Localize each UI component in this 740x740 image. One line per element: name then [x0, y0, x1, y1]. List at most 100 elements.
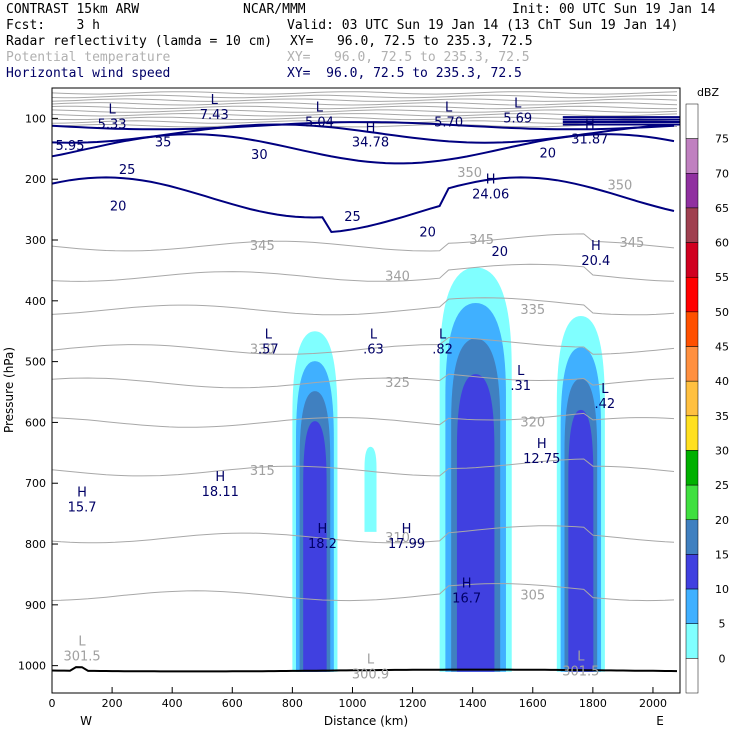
extrema-value-22: 301.5 [562, 665, 599, 680]
theta-contour-325 [51, 373, 675, 389]
colorbar-swatch-16 [685, 658, 699, 694]
x-tick-label-200: 200 [102, 697, 123, 710]
colorbar-level-75: 75 [715, 133, 729, 146]
extrema-letter-16: H [318, 522, 328, 537]
extrema-letter-5: H [585, 118, 595, 133]
extrema-value-19: 16.7 [452, 592, 481, 607]
colorbar-level-60: 60 [715, 237, 729, 250]
extrema-value-7: 24.06 [472, 187, 509, 202]
colorbar-level-15: 15 [715, 548, 729, 561]
colorbar-swatch-15 [685, 623, 699, 659]
contour-label-theta-9: 350 [457, 166, 482, 181]
theta-label-310: 310 [385, 531, 410, 546]
colorbar-title: dBZ [697, 86, 720, 99]
extrema-letter-2: L [316, 101, 324, 116]
colorbar-swatch-3 [685, 207, 699, 243]
colorbar-swatch-12 [685, 519, 699, 555]
contour-label-wind-5: 25 [344, 210, 361, 225]
theta-contour-layer: 345 340 335 330 325 320 315 310 305 [51, 91, 678, 604]
init-time: Init: 00 UTC Sun 19 Jan 14 [512, 2, 716, 17]
contour-label-theta-12: 345 [620, 236, 645, 251]
reflectivity-cell-1-5dbz [364, 446, 377, 532]
contour-label-wind-6: 20 [419, 226, 436, 241]
theta-label-340: 340 [385, 269, 410, 284]
contour-label-wind-7: 20 [491, 245, 508, 260]
colorbar-swatch-13 [685, 554, 699, 590]
extrema-value-16: 18.2 [308, 537, 337, 552]
field-label-theta: Potential temperature [6, 50, 171, 65]
colorbar-level-45: 45 [715, 341, 729, 354]
forecast-hour: Fcst: 3 h [6, 18, 100, 33]
extrema-value-11: .82 [432, 342, 453, 357]
extrema-letter-20: L [78, 634, 86, 649]
y-tick-label-400: 400 [25, 295, 46, 308]
colorbar-swatch-2 [685, 173, 699, 209]
extrema-value-8: 20.4 [581, 254, 610, 269]
extrema-letter-17: H [402, 522, 412, 537]
contour-label-wind-3: 25 [119, 163, 136, 178]
terrain-line [51, 666, 678, 673]
theta-contour-340 [51, 263, 675, 282]
colorbar-level-5: 5 [719, 618, 726, 631]
extrema-value-4: 5.69 [503, 111, 532, 126]
extrema-letter-9: L [265, 327, 273, 342]
theta-label-315: 315 [250, 464, 275, 479]
wind-contour-35 [51, 121, 675, 131]
extrema-value-21: 300.9 [352, 668, 389, 683]
extrema-value-1: 7.43 [200, 108, 229, 123]
x-left-end-label: W [80, 714, 92, 728]
wind-contour-20 [51, 176, 675, 234]
x-right-end-label: E [656, 714, 664, 728]
extrema-letter-15: H [77, 485, 87, 500]
x-tick-label-800: 800 [282, 697, 303, 710]
extrema-value-3: 5.70 [434, 116, 463, 131]
extrema-letter-22: L [577, 650, 585, 665]
colorbar-swatch-11 [685, 484, 699, 521]
field-label-wind: Horizontal wind speed [6, 66, 171, 81]
plot-frame [51, 87, 681, 694]
field-xy-wind: XY= 96.0, 72.5 to 235.3, 72.5 [287, 66, 522, 81]
colorbar-swatch-10 [685, 450, 699, 486]
colorbar-level-65: 65 [715, 202, 729, 215]
extrema-letter-8: H [591, 239, 601, 254]
colorbar-level-20: 20 [715, 514, 729, 527]
x-tick-label-400: 400 [162, 697, 183, 710]
extrema-value-14: 18.11 [202, 485, 239, 500]
theta-contour-330 [51, 336, 675, 355]
colorbar-swatch-9 [685, 415, 699, 451]
extrema-letter-7: H [486, 172, 496, 187]
theta-label-305: 305 [520, 589, 545, 604]
y-tick-label-800: 800 [25, 538, 46, 551]
theta-contour-upper-5 [51, 109, 678, 113]
x-tick-label-0: 0 [49, 697, 56, 710]
colorbar-swatch-4 [685, 242, 699, 278]
extrema-value-9: .57 [258, 342, 279, 357]
center-name: NCAR/MMM [243, 2, 306, 17]
reflectivity-cell-3-20dbz [568, 409, 594, 672]
valid-time: Valid: 03 UTC Sun 19 Jan 14 (13 ChT Sun … [287, 18, 679, 33]
theta-contour-310 [51, 525, 675, 544]
theta-label-325: 325 [385, 376, 410, 391]
colorbar-level-0: 0 [719, 652, 726, 665]
x-tick-label-1200: 1200 [399, 697, 427, 710]
contour-label-wind-2: 30 [251, 148, 268, 163]
extrema-value-17: 17.99 [388, 537, 425, 552]
theta-contour-upper-3 [51, 102, 678, 106]
colorbar-level-50: 50 [715, 306, 729, 319]
extrema-value-2: 5.04 [305, 116, 334, 131]
contour-label-wind-1: 35 [155, 136, 172, 151]
theta-label-345: 345 [250, 239, 275, 254]
extrema-letter-4: L [514, 96, 522, 111]
extrema-value-0: 5.33 [98, 117, 127, 132]
x-tick-label-1400: 1400 [459, 697, 487, 710]
colorbar-level-40: 40 [715, 375, 729, 388]
y-tick-label-100: 100 [25, 112, 46, 125]
colorbar-level-55: 55 [715, 271, 729, 284]
extrema-letter-1: L [211, 93, 219, 108]
y-tick-label-700: 700 [25, 477, 46, 490]
y-tick-label-1000: 1000 [18, 660, 46, 673]
model-title: CONTRAST 15km ARW [6, 2, 140, 17]
x-tick-label-1800: 1800 [579, 697, 607, 710]
extrema-letter-18: H [537, 437, 547, 452]
